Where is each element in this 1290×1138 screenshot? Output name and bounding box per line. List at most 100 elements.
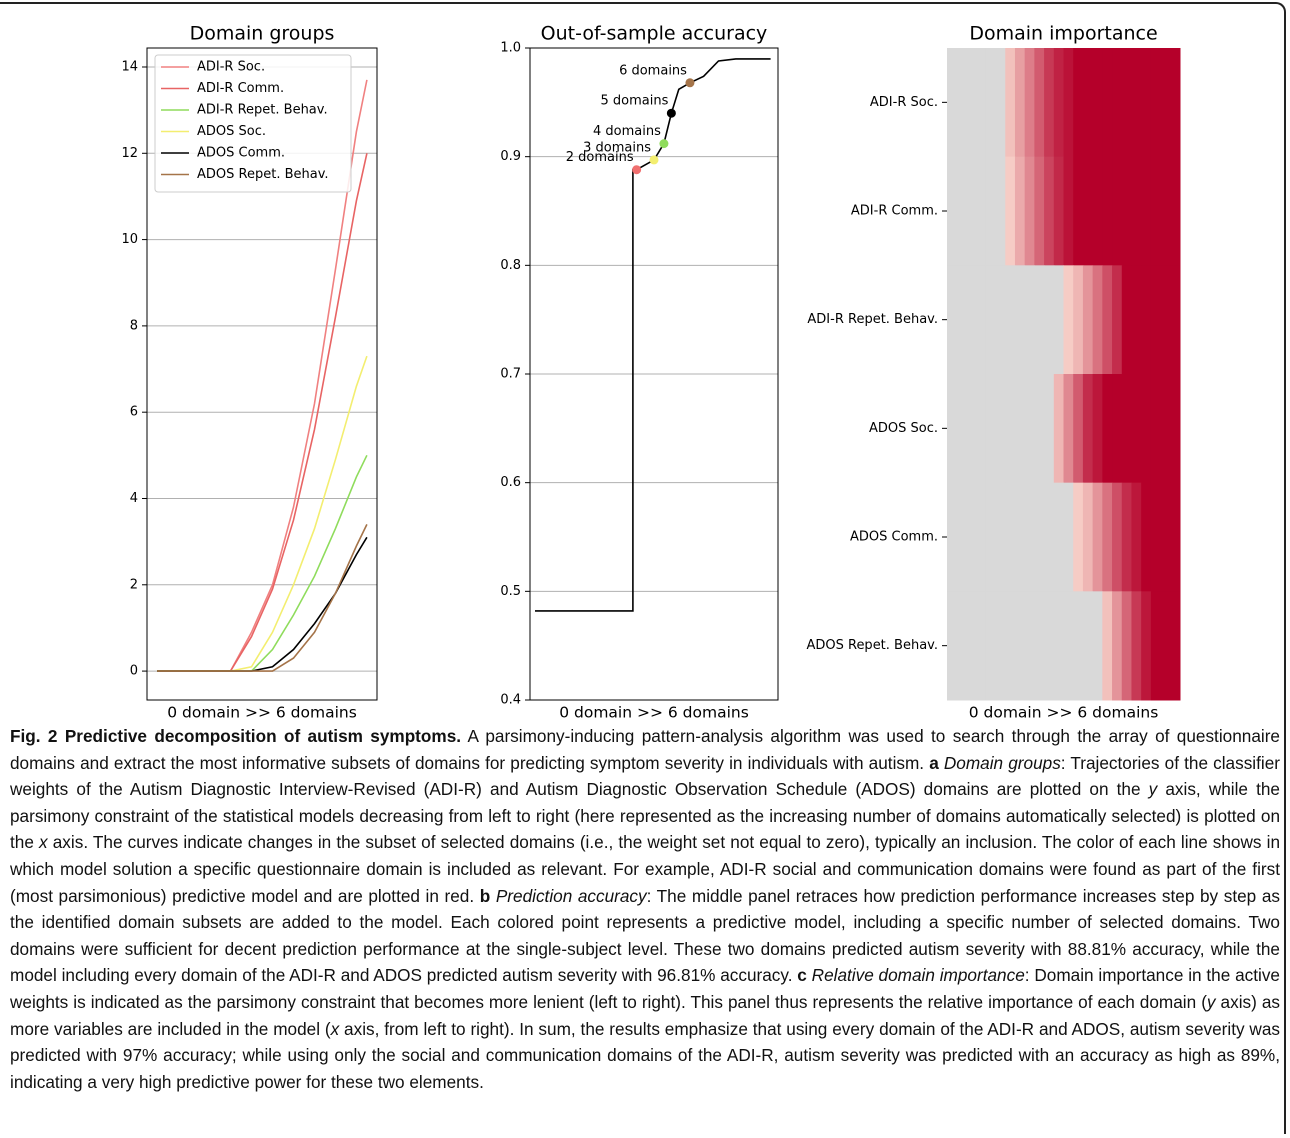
caption-segment: Domain groups [938,752,1061,773]
heat-cell [966,374,977,484]
heat-cell [1082,591,1094,701]
heat-cell [956,265,967,375]
heat-cell [1092,591,1103,701]
y-tick-label: 0.8 [500,258,521,273]
y-tick-label: ADOS Repet. Behav. [806,638,938,653]
y-tick-label: 0.7 [500,367,521,382]
heat-cell [1063,374,1074,484]
heat-cell [1024,591,1035,701]
chart-title: Out-of-sample accuracy [541,23,768,45]
heat-cell [1053,48,1064,158]
y-tick-label: 0 [130,664,138,679]
heat-cell [1112,265,1123,375]
x-axis-label: 0 domain >> 6 domains [167,704,357,722]
model-point [685,78,695,88]
y-tick-label: 2 [130,577,138,592]
heat-cell [947,156,958,266]
heat-cell [1141,482,1152,592]
heat-cell [1092,156,1103,266]
heat-cell [1150,156,1162,266]
heat-cell [1063,265,1074,375]
heat-cell [1034,591,1045,701]
heat-cell [1170,265,1181,375]
heat-cell [995,591,1006,701]
point-label: 6 domains [619,63,687,78]
heat-cell [1034,482,1045,592]
heat-cell [976,156,987,266]
heat-cell [1170,482,1181,592]
heat-cell [976,482,987,592]
model-point [649,155,659,165]
x-axis-label: 0 domain >> 6 domains [559,704,749,722]
heat-cell [1073,482,1084,592]
y-tick-label: 0.6 [500,475,521,490]
heat-cell [1102,48,1113,158]
caption-segment: : Domain importance in the active weight… [10,965,1280,1012]
heat-cell [1005,374,1016,484]
heat-cell [1121,156,1132,266]
caption-segment: b [479,885,491,906]
heat-cell [1121,591,1132,701]
heat-cell [966,265,977,375]
heat-cell [1063,591,1074,701]
heat-cell [1102,374,1113,484]
heat-cell [1044,482,1055,592]
caption-segment: x [330,1018,340,1039]
heat-cell [956,48,967,158]
heat-cell [1024,156,1035,266]
heat-cell [1160,265,1171,375]
heat-cell [947,265,958,375]
heat-cell [1044,374,1055,484]
y-tick-label: ADOS Comm. [850,530,938,545]
heat-cell [966,48,977,158]
heat-cell [1112,482,1123,592]
heat-cell [1160,482,1171,592]
heat-cell [1102,156,1113,266]
heat-cell [1063,482,1074,592]
legend: ADI-R Soc. ADI-R Comm. ADI-R Repet. Behav.… [154,54,352,193]
heat-cell [1073,48,1084,158]
heat-cell [1131,374,1142,484]
heat-cell [1170,591,1181,701]
y-tick-label: 0.4 [500,693,521,708]
heat-cell [1131,156,1142,266]
heat-cell [1034,374,1045,484]
caption-segment: a [929,752,939,773]
heat-cell [1005,265,1016,375]
legend-label: ADOS Comm. [197,146,285,161]
heat-cell [1150,374,1162,484]
heat-cell [985,482,997,592]
heat-cell [1034,265,1045,375]
heat-cell [1092,374,1103,484]
heat-cell [1044,265,1055,375]
caption: Fig. 2 Predictive decomposition of autis… [10,723,1280,1095]
heat-cell [1131,265,1142,375]
heat-cell [1082,48,1094,158]
heat-cell [1014,156,1026,266]
heat-cell [1141,156,1152,266]
heat-cell [1044,591,1055,701]
caption-segment: c [797,965,807,986]
heat-cell [956,374,967,484]
heat-cell [1160,48,1171,158]
axes-frame [146,47,378,701]
heat-cell [1131,591,1142,701]
heat-cell [1121,482,1132,592]
legend-label: ADI-R Repet. Behav. [197,103,328,118]
heat-cell [1112,156,1123,266]
point-label: 3 domains [583,140,651,155]
heat-cell [1121,265,1132,375]
heat-cell [1053,374,1064,484]
heat-cell [1141,591,1152,701]
heat-cell [1170,156,1181,266]
heat-cell [1112,48,1123,158]
heat-cell [976,591,987,701]
heat-cell [1112,374,1123,484]
heat-cell [1063,156,1074,266]
model-point [632,165,642,175]
legend-box [154,54,352,193]
heat-cell [1073,265,1084,375]
y-tick-label: 0.5 [500,584,521,599]
heat-cell [956,591,967,701]
heat-cell [956,482,967,592]
